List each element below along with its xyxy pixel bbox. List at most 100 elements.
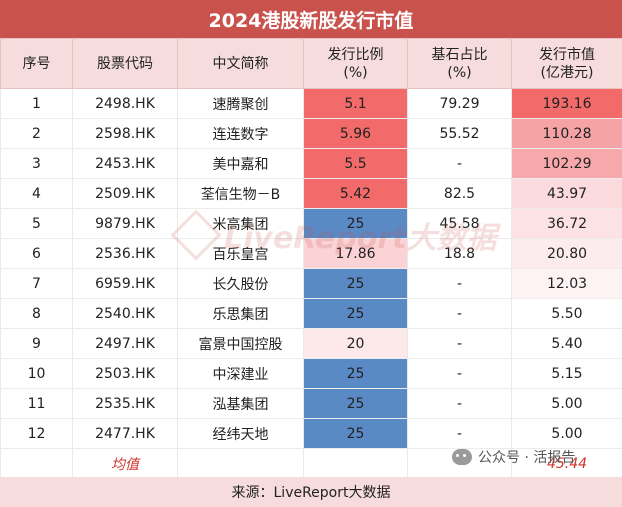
stock-code: 2535.HK [72,388,178,419]
stock-name: 乐思集团 [177,298,304,329]
stock-name: 连连数字 [177,118,304,149]
issue-ratio: 5.1 [303,88,408,119]
wechat-label: 公众号 · 活报告 [478,450,576,466]
stock-code: 2536.HK [72,238,178,269]
issue-mcap: 5.00 [511,418,622,449]
issue-ratio: 5.96 [303,118,408,149]
wechat-icon [452,449,472,465]
row-number: 11 [0,388,73,419]
table-row: 9 2497.HK 富景中国控股 20-5.40 [0,328,622,359]
issue-ratio: 25 [303,418,408,449]
issue-mcap: 36.72 [511,208,622,239]
issue-mcap: 20.80 [511,238,622,269]
table-row: 11 2535.HK 泓基集团 25-5.00 [0,388,622,419]
stock-code: 2509.HK [72,178,178,209]
stock-code: 2477.HK [72,418,178,449]
issue-mcap: 5.40 [511,328,622,359]
table-row: 1 2498.HK 速腾聚创 5.1 79.29 193.16 [0,88,622,119]
header-row: 序号 股票代码 中文简称 发行比例 (%) 基石占比 (%) 发行市值 (亿港元) [0,38,622,89]
issue-ratio: 25 [303,358,408,389]
stock-name: 泓基集团 [177,388,304,419]
stock-name: 中深建业 [177,358,304,389]
issue-mcap: 5.00 [511,388,622,419]
stock-code: 2497.HK [72,328,178,359]
table-row: 8 2540.HK 乐思集团 25-5.50 [0,298,622,329]
average-mcap: 45.44 [511,448,622,480]
cornerstone-ratio: - [407,328,512,359]
table-row: 2 2598.HK 连连数字 5.96 55.52 110.28 [0,118,622,149]
issue-mcap: 193.16 [511,88,622,119]
stock-name: 长久股份 [177,268,304,299]
issue-ratio: 25 [303,388,408,419]
header-no: 序号 [0,38,73,89]
stock-name: 百乐皇宫 [177,238,304,269]
header-cornerstone: 基石占比 (%) [407,38,512,89]
stock-code: 2453.HK [72,148,178,179]
header-ratio: 发行比例 (%) [303,38,408,89]
row-number: 4 [0,178,73,209]
ipo-table: 序号 股票代码 中文简称 发行比例 (%) 基石占比 (%) 发行市值 (亿港元) 1… [0,38,622,480]
row-number: 9 [0,328,73,359]
issue-mcap: 102.29 [511,148,622,179]
cornerstone-ratio: - [407,298,512,329]
issue-ratio: 25 [303,298,408,329]
stock-name: 富景中国控股 [177,328,304,359]
cornerstone-ratio: - [407,418,512,449]
table-row: 10 2503.HK 中深建业 25-5.15 [0,358,622,389]
header-name: 中文简称 [177,38,304,89]
table-row: 6 2536.HK 百乐皇宫 17.86 18.8 20.80 [0,238,622,269]
stock-code: 2503.HK [72,358,178,389]
cornerstone-ratio: - [407,358,512,389]
issue-ratio: 5.42 [303,178,408,209]
row-number: 1 [0,88,73,119]
average-row: 均值 45.44 [0,448,622,480]
row-number: 10 [0,358,73,389]
stock-code: 2598.HK [72,118,178,149]
row-number: 12 [0,418,73,449]
cornerstone-ratio: 82.5 [407,178,512,209]
table-row: 12 2477.HK 经纬天地 25-5.00 [0,418,622,449]
source-footer: 来源：LiveReport大数据 [0,477,622,507]
issue-ratio: 25 [303,208,408,239]
issue-ratio: 5.5 [303,148,408,179]
issue-mcap: 43.97 [511,178,622,209]
issue-mcap: 5.15 [511,358,622,389]
stock-name: 米高集团 [177,208,304,239]
row-number: 6 [0,238,73,269]
row-number: 3 [0,148,73,179]
stock-code: 9879.HK [72,208,178,239]
issue-ratio: 20 [303,328,408,359]
table-title: 2024港股新股发行市值 [0,0,622,38]
header-mcap: 发行市值 (亿港元) [511,38,622,89]
table-row: 3 2453.HK 美中嘉和 5.5-102.29 [0,148,622,179]
issue-mcap: 110.28 [511,118,622,149]
average-label: 均值 [72,448,178,480]
cornerstone-ratio: - [407,268,512,299]
cornerstone-ratio: 79.29 [407,88,512,119]
stock-name: 美中嘉和 [177,148,304,179]
stock-name: 经纬天地 [177,418,304,449]
cornerstone-ratio: - [407,388,512,419]
issue-mcap: 12.03 [511,268,622,299]
stock-code: 6959.HK [72,268,178,299]
issue-mcap: 5.50 [511,298,622,329]
row-number: 7 [0,268,73,299]
cornerstone-ratio: 18.8 [407,238,512,269]
cornerstone-ratio: 45.58 [407,208,512,239]
stock-code: 2498.HK [72,88,178,119]
row-number: 5 [0,208,73,239]
table-row: 5 9879.HK 米高集团 25 45.58 36.72 [0,208,622,239]
row-number: 2 [0,118,73,149]
table-row: 7 6959.HK 长久股份 25-12.03 [0,268,622,299]
issue-ratio: 25 [303,268,408,299]
stock-name: 速腾聚创 [177,88,304,119]
cornerstone-ratio: - [407,148,512,179]
wechat-badge: 公众号 · 活报告 [452,447,575,467]
stock-code: 2540.HK [72,298,178,329]
table-row: 4 2509.HK 荃信生物－B 5.42 82.5 43.97 [0,178,622,209]
cornerstone-ratio: 55.52 [407,118,512,149]
row-number: 8 [0,298,73,329]
stock-name: 荃信生物－B [177,178,304,209]
header-code: 股票代码 [72,38,178,89]
issue-ratio: 17.86 [303,238,408,269]
